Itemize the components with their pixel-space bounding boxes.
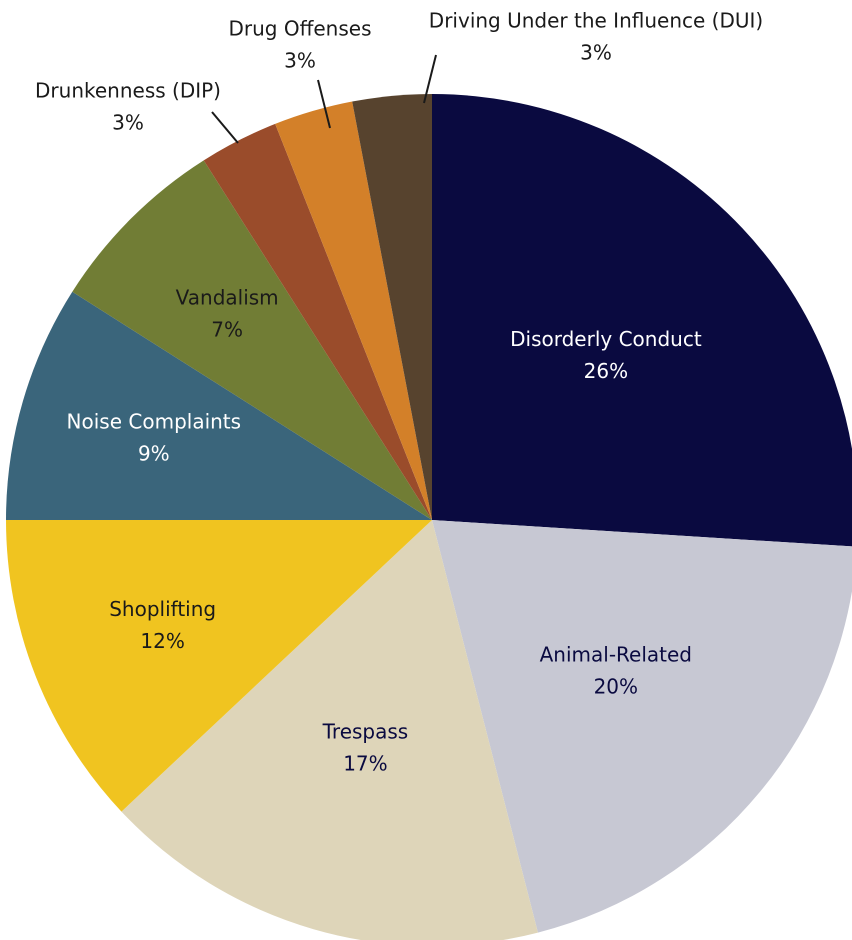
slice-label: Shoplifting [109,597,216,621]
pie-slice [6,520,432,812]
slice-value-label: 26% [584,359,628,383]
pie-slice [121,520,538,940]
slice-value-label: 9% [138,442,170,466]
slice-value-label: 3% [112,111,144,135]
slice-value-label: 17% [343,752,387,776]
leader-line [317,79,331,129]
pie-slice [72,160,432,521]
slice-label: Noise Complaints [67,410,242,434]
slice-value-label: 3% [284,49,316,73]
slice-value-label: 20% [594,675,638,699]
slice-value-label: 12% [140,629,184,653]
slice-label: Driving Under the Influence (DUI) [429,9,763,33]
slice-label: Drug Offenses [229,17,372,41]
leader-line [211,111,239,144]
slice-label: Drunkenness (DIP) [35,79,221,103]
slice-value-label: 7% [211,318,243,342]
slice-label: Disorderly Conduct [510,327,702,351]
slice-label: Trespass [322,720,409,744]
pie-slice [432,94,852,547]
slice-label: Animal-Related [540,643,692,667]
pie-slice [432,520,852,933]
slice-value-label: 3% [580,41,612,65]
leader-line [423,54,437,104]
slice-label: Vandalism [176,286,279,310]
pie-slice [275,101,432,521]
pie-slice [203,123,432,520]
pie-slice [352,94,432,520]
pie-slice [6,291,432,520]
